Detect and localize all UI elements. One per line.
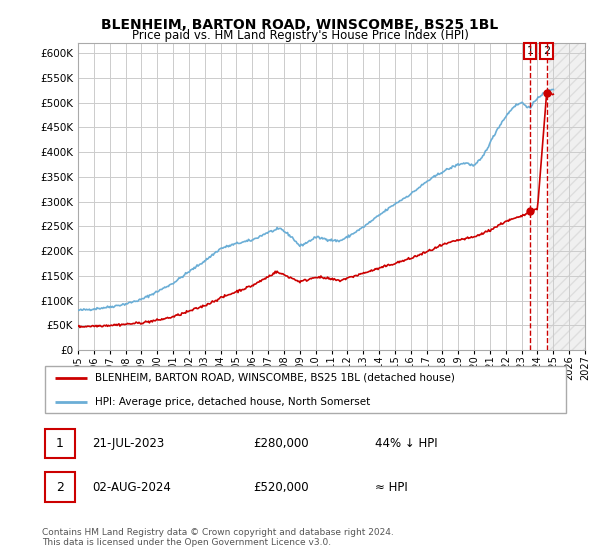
Text: Price paid vs. HM Land Registry's House Price Index (HPI): Price paid vs. HM Land Registry's House … xyxy=(131,29,469,42)
Bar xyxy=(550,43,585,350)
Text: BLENHEIM, BARTON ROAD, WINSCOMBE, BS25 1BL: BLENHEIM, BARTON ROAD, WINSCOMBE, BS25 1… xyxy=(101,18,499,32)
Text: 1: 1 xyxy=(56,437,64,450)
Text: Contains HM Land Registry data © Crown copyright and database right 2024.
This d: Contains HM Land Registry data © Crown c… xyxy=(42,528,394,547)
Text: 1: 1 xyxy=(527,46,533,56)
FancyBboxPatch shape xyxy=(44,472,75,502)
Text: £520,000: £520,000 xyxy=(253,480,309,493)
FancyBboxPatch shape xyxy=(44,366,566,413)
Text: ≈ HPI: ≈ HPI xyxy=(374,480,407,493)
Text: 21-JUL-2023: 21-JUL-2023 xyxy=(92,437,164,450)
Text: 2: 2 xyxy=(543,46,550,56)
Text: 44% ↓ HPI: 44% ↓ HPI xyxy=(374,437,437,450)
FancyBboxPatch shape xyxy=(44,429,75,459)
Text: HPI: Average price, detached house, North Somerset: HPI: Average price, detached house, Nort… xyxy=(95,396,370,407)
Bar xyxy=(550,43,585,350)
Text: 2: 2 xyxy=(56,480,64,493)
Text: 02-AUG-2024: 02-AUG-2024 xyxy=(92,480,171,493)
Text: £280,000: £280,000 xyxy=(253,437,309,450)
Text: BLENHEIM, BARTON ROAD, WINSCOMBE, BS25 1BL (detached house): BLENHEIM, BARTON ROAD, WINSCOMBE, BS25 1… xyxy=(95,373,455,383)
